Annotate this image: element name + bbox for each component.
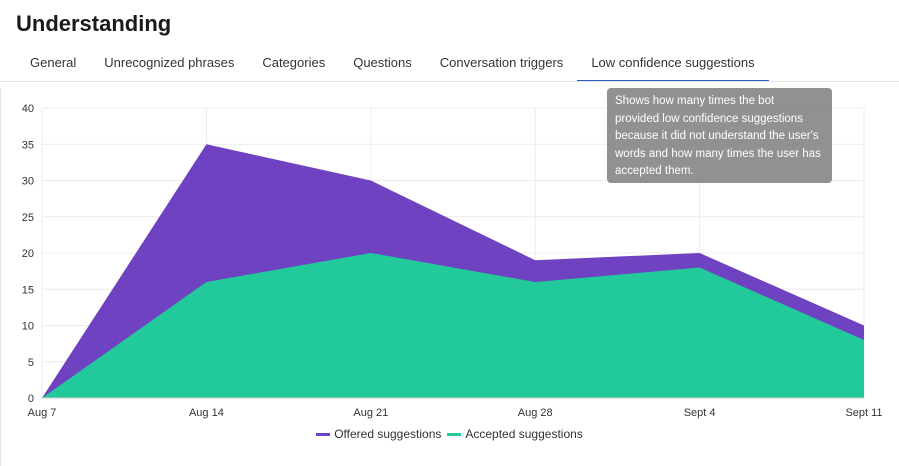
y-tick-label: 25 xyxy=(22,212,34,224)
tab-low-confidence-suggestions[interactable]: Low confidence suggestions xyxy=(577,46,770,82)
tooltip-line: Shows how many times the bot xyxy=(615,95,775,107)
accepted-suggestions-area[interactable] xyxy=(42,253,864,398)
page-title: Understanding xyxy=(16,11,172,36)
tab-unrecognized-phrases[interactable]: Unrecognized phrases xyxy=(104,55,235,70)
x-tick-label: Sept 4 xyxy=(684,407,716,419)
x-axis: Aug 7 Aug 14 Aug 21 Aug 28 Sept 4 Sept 11 xyxy=(28,397,883,419)
legend-item-accepted[interactable]: Accepted suggestions xyxy=(447,427,583,441)
y-tick-label: 35 xyxy=(22,139,34,151)
x-tick-label: Aug 7 xyxy=(28,407,57,419)
x-tick-label: Sept 11 xyxy=(845,407,882,419)
tooltip-line: words and how many times the user has xyxy=(615,147,821,160)
chart-tooltip: Shows how many times the bot provided lo… xyxy=(607,88,832,183)
y-tick-label: 0 xyxy=(28,393,34,405)
y-tick-label: 20 xyxy=(22,248,34,260)
chart-areas xyxy=(42,144,864,398)
tooltip-line: accepted them. xyxy=(615,165,694,177)
legend-swatch-accepted xyxy=(447,432,462,436)
legend-label-offered: Offered suggestions xyxy=(334,427,442,441)
x-tick-label: Aug 14 xyxy=(189,407,224,419)
tooltip-line: provided low confidence suggestions xyxy=(615,112,803,125)
y-tick-label: 40 xyxy=(22,103,34,115)
legend-swatch-offered xyxy=(316,432,331,436)
y-tick-label: 15 xyxy=(22,284,34,296)
tab-categories[interactable]: Categories xyxy=(262,55,326,70)
y-axis: 0 5 10 15 20 25 30 35 40 xyxy=(22,103,34,405)
legend-item-offered[interactable]: Offered suggestions xyxy=(316,427,441,441)
tabs-divider xyxy=(0,81,899,82)
chart-legend: Offered suggestions Accepted suggestions xyxy=(0,427,899,441)
tab-bar: General Unrecognized phrases Categories … xyxy=(16,46,770,82)
y-tick-label: 5 xyxy=(28,357,34,369)
x-tick-label: Aug 28 xyxy=(518,407,553,419)
y-tick-label: 30 xyxy=(22,176,34,188)
tab-questions[interactable]: Questions xyxy=(353,55,412,70)
tab-conversation-triggers[interactable]: Conversation triggers xyxy=(439,55,564,70)
x-tick-label: Aug 21 xyxy=(353,407,388,419)
chart-panel xyxy=(0,88,899,466)
legend-label-accepted: Accepted suggestions xyxy=(465,427,583,441)
tooltip-line: because it did not understand the user's xyxy=(615,130,819,142)
low-confidence-area-chart[interactable]: 0 5 10 15 20 25 30 35 40 Aug 7 Aug 14 Aug 21 Aug 28… xyxy=(0,88,899,420)
tab-general[interactable]: General xyxy=(30,55,77,70)
y-tick-label: 10 xyxy=(22,321,34,333)
